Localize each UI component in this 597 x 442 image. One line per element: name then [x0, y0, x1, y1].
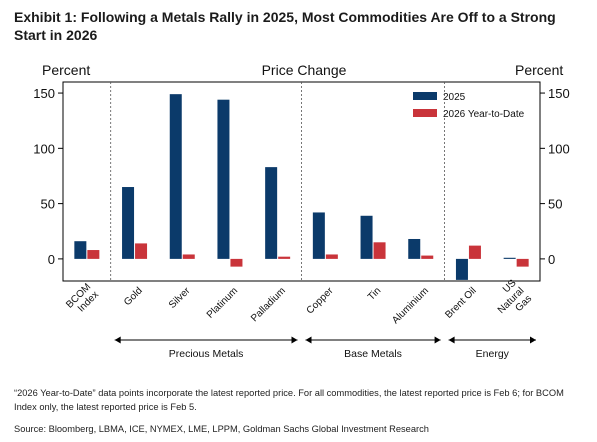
bar-2025 — [503, 257, 516, 259]
footnote: “2026 Year-to-Date” data points incorpor… — [14, 388, 564, 412]
group-label: Base Metals — [344, 348, 402, 360]
group-bracket-arrow-right — [530, 336, 536, 344]
category-label: Brent Oil — [443, 285, 478, 320]
bar-2026-ytd — [182, 254, 195, 259]
right-tick-label: 150 — [548, 86, 570, 101]
bar-2025 — [408, 238, 421, 259]
left-axis-label: Percent — [42, 62, 90, 78]
left-tick-label: 50 — [41, 197, 55, 212]
category-label-line: Tin — [366, 285, 383, 302]
group-bracket-arrow-left — [448, 336, 455, 344]
category-label: USNaturalGas — [488, 277, 534, 323]
chart-title: Exhibit 1: Following a Metals Rally in 2… — [14, 9, 556, 43]
bar-2025 — [217, 99, 230, 259]
bar-2026-ytd — [468, 245, 481, 259]
source-line: Source: Bloomberg, LBMA, ICE, NYMEX, LME… — [14, 424, 429, 434]
category-label: Platinum — [205, 285, 240, 320]
bar-2026-ytd — [278, 256, 291, 259]
legend-label-2026: 2026 Year-to-Date — [443, 109, 525, 120]
group-bracket-arrow-right — [434, 336, 441, 344]
category-label-line: Platinum — [205, 285, 240, 320]
right-tick-label: 50 — [548, 197, 562, 212]
chart-subtitle: Price Change — [262, 62, 347, 78]
left-tick-label: 100 — [33, 141, 55, 156]
category-label-line: Copper — [305, 285, 336, 316]
group-bracket-arrow-left — [305, 336, 312, 344]
category-label-line: Palladium — [249, 285, 288, 324]
bar-2026-ytd — [421, 255, 434, 259]
bar-2025 — [360, 215, 373, 259]
category-label: Palladium — [249, 285, 288, 324]
left-tick-label: 0 — [48, 252, 55, 267]
category-label: Tin — [366, 285, 383, 302]
bar-2026-ytd — [135, 243, 148, 259]
category-label: Silver — [167, 285, 193, 311]
bar-2025 — [122, 187, 135, 259]
group-label: Energy — [476, 348, 510, 360]
bar-2026-ytd — [516, 258, 529, 267]
left-tick-label: 150 — [33, 86, 55, 101]
bar-2025 — [74, 241, 87, 259]
bar-chart: Percent Percent Price Change 2025 2026 Y… — [33, 62, 570, 360]
bar-2025 — [169, 94, 182, 259]
category-label-line: Gold — [122, 285, 145, 308]
category-label: Aluminium — [390, 285, 431, 326]
bar-2026-ytd — [325, 254, 338, 259]
group-bracket-arrow-left — [114, 336, 121, 344]
bar-2026-ytd — [373, 242, 386, 259]
category-label: Gold — [122, 285, 145, 308]
right-tick-label: 0 — [548, 252, 555, 267]
category-label-line: Silver — [167, 285, 193, 311]
legend-swatch-2026 — [413, 109, 437, 117]
group-label: Precious Metals — [169, 348, 244, 360]
category-label-line: Aluminium — [390, 285, 431, 326]
category-label-line: Brent Oil — [443, 285, 478, 320]
right-tick-label: 100 — [548, 141, 570, 156]
right-axis-label: Percent — [515, 62, 563, 78]
bar-2025 — [265, 167, 278, 259]
category-label: BCOMIndex — [64, 282, 101, 319]
group-bracket-arrow-right — [291, 336, 298, 344]
category-label: Copper — [305, 285, 336, 316]
bar-2025 — [455, 258, 468, 280]
bar-2026-ytd — [230, 258, 243, 267]
bar-2025 — [312, 212, 325, 259]
bar-2026-ytd — [87, 250, 100, 259]
legend-swatch-2025 — [413, 92, 437, 100]
legend-label-2025: 2025 — [443, 92, 466, 103]
